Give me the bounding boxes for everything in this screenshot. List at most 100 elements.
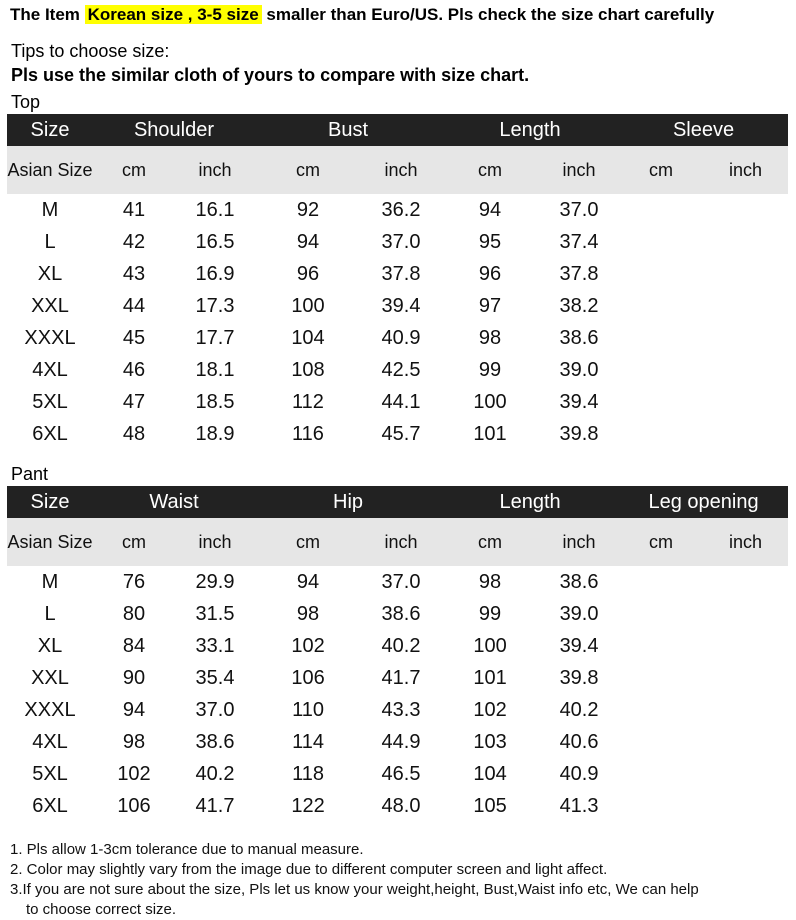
measure-cell: 40.2 bbox=[195, 762, 235, 785]
measure-cell: 16.9 bbox=[195, 262, 235, 285]
unit-label: cm bbox=[255, 146, 361, 194]
unit-label: cm bbox=[93, 518, 175, 566]
measure-cell bbox=[619, 194, 703, 226]
measure-cell: 33.1 bbox=[195, 634, 235, 657]
measure-cell: 37.0 bbox=[381, 570, 421, 593]
header-row: Size Shoulder Bust Length Sleeve bbox=[7, 114, 789, 146]
measure-cell bbox=[619, 418, 703, 450]
measure-cell: 37.8 bbox=[381, 262, 421, 285]
measure-cell bbox=[619, 322, 703, 354]
unit-label: cm bbox=[619, 146, 704, 194]
measure-cell: 37.8 bbox=[559, 262, 599, 285]
measure-cell: 101 bbox=[473, 666, 507, 689]
measure-cell bbox=[703, 598, 788, 630]
column-header: Bust bbox=[255, 114, 441, 146]
measure-cell: 94 bbox=[296, 230, 320, 253]
measure-cell: 31.5 bbox=[195, 602, 235, 625]
measure-cell: 39.4 bbox=[559, 634, 599, 657]
measure-cell: 41.3 bbox=[559, 794, 599, 817]
measure-cell: 99 bbox=[478, 358, 502, 381]
measure-cell: 106 bbox=[291, 666, 325, 689]
table-row: M 76 29.9 94 37.0 98 38.6 bbox=[7, 566, 788, 598]
table-row: XXXL 94 37.0 110 43.3 102 40.2 bbox=[7, 694, 788, 726]
measure-cell: 37.0 bbox=[195, 698, 235, 721]
measure-cell: 41 bbox=[122, 198, 146, 221]
table-row: 4XL 98 38.6 114 44.9 103 40.6 bbox=[7, 726, 788, 758]
measure-cell bbox=[619, 758, 703, 790]
size-cell: 4XL bbox=[32, 358, 68, 381]
measure-cell: 37.0 bbox=[381, 230, 421, 253]
measure-cell bbox=[619, 662, 703, 694]
measure-cell: 39.4 bbox=[559, 390, 599, 413]
measure-cell bbox=[703, 694, 788, 726]
measure-cell: 104 bbox=[291, 326, 325, 349]
unit-label: inch bbox=[175, 518, 256, 566]
measure-cell bbox=[619, 790, 703, 822]
asian-size-label: Asian Size bbox=[7, 146, 93, 194]
unit-label: cm bbox=[619, 518, 704, 566]
measure-cell: 94 bbox=[478, 198, 502, 221]
size-cell: M bbox=[41, 570, 59, 593]
measure-cell: 48 bbox=[122, 422, 146, 445]
measure-cell: 100 bbox=[291, 294, 325, 317]
pant-size-table: Size Waist Hip Length Leg opening Asian Size c… bbox=[7, 486, 789, 822]
measure-cell bbox=[703, 726, 788, 758]
measure-cell: 116 bbox=[292, 422, 324, 445]
measure-cell bbox=[703, 566, 788, 598]
measure-cell: 37.4 bbox=[559, 230, 599, 253]
size-cell: XXL bbox=[31, 294, 69, 317]
measure-cell: 112 bbox=[292, 390, 324, 413]
measure-cell: 40.9 bbox=[559, 762, 599, 785]
measure-cell: 76 bbox=[122, 570, 146, 593]
unit-label: inch bbox=[703, 146, 789, 194]
measure-cell: 17.7 bbox=[195, 326, 235, 349]
column-header: Size bbox=[7, 114, 93, 146]
measure-cell bbox=[703, 258, 788, 290]
measure-cell bbox=[619, 386, 703, 418]
measure-cell: 98 bbox=[478, 326, 502, 349]
table-row: XL 43 16.9 96 37.8 96 37.8 bbox=[7, 258, 788, 290]
measure-cell bbox=[703, 226, 788, 258]
measure-cell: 39.4 bbox=[381, 294, 421, 317]
header-row: Size Waist Hip Length Leg opening bbox=[7, 486, 789, 518]
column-header: Sleeve bbox=[619, 114, 789, 146]
measure-cell: 16.5 bbox=[195, 230, 235, 253]
measure-cell: 98 bbox=[478, 570, 502, 593]
measure-cell bbox=[703, 354, 788, 386]
measure-cell: 18.5 bbox=[195, 390, 235, 413]
measure-cell: 42 bbox=[122, 230, 146, 253]
measure-cell: 44 bbox=[122, 294, 146, 317]
measure-cell: 16.1 bbox=[195, 198, 235, 221]
measure-cell: 29.9 bbox=[195, 570, 235, 593]
table-row: 5XL 102 40.2 118 46.5 104 40.9 bbox=[7, 758, 788, 790]
measure-cell: 38.6 bbox=[559, 570, 599, 593]
measure-cell: 35.4 bbox=[195, 666, 235, 689]
measure-cell bbox=[619, 694, 703, 726]
column-header: Length bbox=[441, 486, 620, 518]
measure-cell bbox=[619, 598, 703, 630]
measure-cell: 40.2 bbox=[381, 634, 421, 657]
measure-cell: 102 bbox=[291, 634, 325, 657]
notes: 1. Pls allow 1-3cm tolerance due to manu… bbox=[10, 840, 699, 920]
size-cell: XL bbox=[37, 634, 63, 657]
table-row: XXXL 45 17.7 104 40.9 98 38.6 bbox=[7, 322, 788, 354]
measure-cell: 92 bbox=[296, 198, 320, 221]
table-row: 4XL 46 18.1 108 42.5 99 39.0 bbox=[7, 354, 788, 386]
column-header: Waist bbox=[93, 486, 256, 518]
column-header: Leg opening bbox=[619, 486, 789, 518]
measure-cell: 96 bbox=[478, 262, 502, 285]
headline-prefix: The Item bbox=[10, 5, 85, 24]
unit-label: cm bbox=[441, 518, 540, 566]
note-item: 3.If you are not sure about the size, Pl… bbox=[10, 881, 699, 898]
unit-label: cm bbox=[93, 146, 175, 194]
measure-cell: 80 bbox=[122, 602, 146, 625]
measure-cell: 118 bbox=[292, 762, 324, 785]
unit-label: cm bbox=[255, 518, 362, 566]
size-cell: 5XL bbox=[32, 390, 68, 413]
measure-cell: 17.3 bbox=[195, 294, 235, 317]
measure-cell: 41.7 bbox=[381, 666, 421, 689]
size-cell: 6XL bbox=[32, 794, 68, 817]
measure-cell bbox=[703, 790, 788, 822]
table-row: 6XL 48 18.9 116 45.7 101 39.8 bbox=[7, 418, 788, 450]
measure-cell: 90 bbox=[122, 666, 146, 689]
